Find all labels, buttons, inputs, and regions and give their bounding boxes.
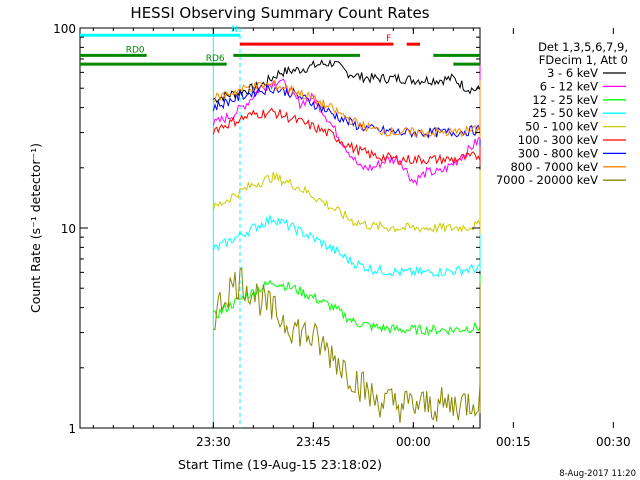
legend-label-8: 800 - 7000 keV	[510, 160, 598, 174]
legend-label-2: 6 - 12 keV	[540, 79, 598, 93]
legend-label-3: 12 - 25 keV	[532, 93, 598, 107]
legend-header-line-1: Det 1,3,5,6,7,9,	[538, 40, 628, 54]
y-tick-label-2: 10	[61, 222, 76, 236]
x-tick-label-4: 00:15	[496, 435, 531, 449]
legend-label-4: 25 - 50 keV	[532, 106, 598, 120]
series-line-2	[212, 64, 481, 187]
chart-title: HESSI Observing Summary Count Rates	[130, 4, 429, 22]
series-line-6	[212, 104, 481, 166]
legend-label-5: 50 - 100 keV	[525, 120, 598, 134]
legend-label-7: 300 - 800 keV	[518, 146, 598, 160]
x-tick-label-2: 23:45	[296, 435, 331, 449]
series-layer	[212, 58, 481, 423]
legend: Det 1,3,5,6,7,9, FDecim 1, Att 0 3 - 6 k…	[496, 40, 628, 187]
state-bar-label-2: F	[386, 34, 391, 44]
x-tick-label-5: 00:30	[596, 435, 631, 449]
state-bar-label-3: RD0	[126, 45, 145, 55]
series-line-1	[213, 58, 481, 104]
legend-label-1: 3 - 6 keV	[547, 66, 598, 80]
x-tick-label-3: 00:00	[396, 435, 431, 449]
y-axis-label: Count Rate (s⁻¹ detector⁻¹)	[28, 143, 43, 313]
attenuator-bars: N F RD0 RD6	[80, 25, 480, 66]
legend-label-9: 7000 - 20000 keV	[496, 173, 598, 187]
x-tick-label-1: 23:30	[196, 435, 231, 449]
footer-timestamp: 8-Aug-2017 11:20	[559, 469, 636, 479]
plot-frame	[79, 27, 481, 429]
y-tick-label-1: 1	[68, 422, 76, 436]
legend-label-6: 100 - 300 keV	[518, 133, 598, 147]
y-axis-ticks: 1 10 100	[53, 22, 480, 436]
x-axis-label: Start Time (19-Aug-15 23:18:02)	[178, 457, 382, 472]
state-bar-label-4: RD6	[206, 54, 225, 64]
legend-header-line-2: FDecim 1, Att 0	[539, 53, 628, 67]
state-bar-label-1: N	[231, 25, 238, 35]
series-line-5	[212, 169, 481, 235]
series-line-9	[213, 266, 481, 423]
y-tick-label-3: 100	[53, 22, 76, 36]
series-line-8	[212, 78, 481, 139]
series-line-3	[213, 274, 481, 343]
